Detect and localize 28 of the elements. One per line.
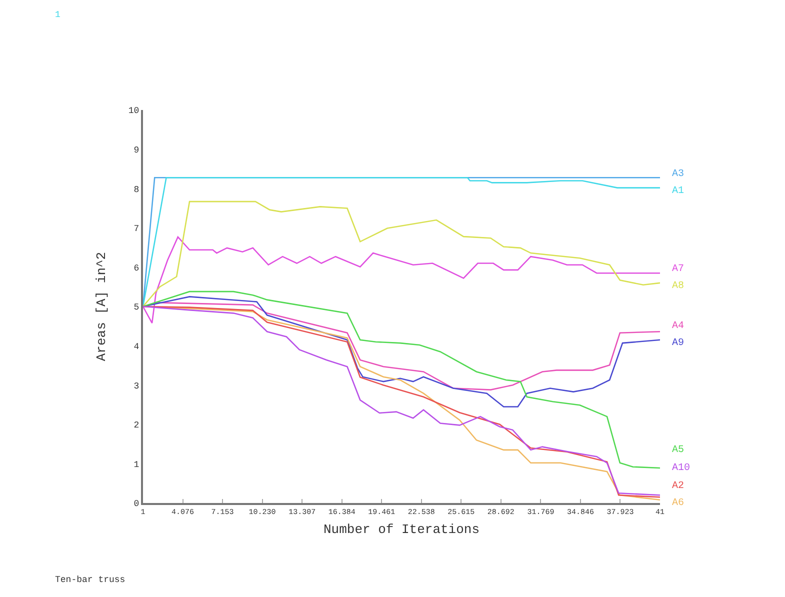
line-series — [143, 200, 660, 308]
text: A10 — [672, 463, 690, 474]
series-label: A7 — [672, 264, 684, 275]
series-label: A3 — [672, 169, 684, 180]
series-label: A5 — [672, 445, 684, 456]
y-tick-label: 5 — [134, 302, 140, 313]
y-tick-label: 3 — [134, 381, 140, 392]
y-axis-title: Areas [A] in^2 — [94, 252, 109, 362]
y-tick-label: 4 — [134, 342, 140, 352]
y-tick-label: 1 — [134, 460, 140, 470]
y-tick-label: 2 — [134, 420, 140, 431]
text: Ten-bar truss — [55, 575, 126, 585]
series-label: A8 — [672, 281, 684, 292]
line-series — [143, 236, 660, 324]
y-tick-label: 7 — [134, 224, 140, 234]
y-tick-label: 6 — [134, 263, 140, 274]
line-series — [143, 290, 660, 469]
series-label: A2 — [672, 481, 684, 492]
y-tick-label: 8 — [134, 184, 140, 195]
y-tick-label: 10 — [128, 106, 140, 116]
series-label: A6 — [672, 498, 684, 509]
x-axis-title: Number of Iterations — [323, 522, 480, 538]
series-label: A9 — [672, 338, 684, 349]
text: 1 — [55, 10, 60, 20]
y-tick-label: 9 — [134, 145, 140, 156]
series-label: A1 — [672, 186, 684, 197]
y-tick-label: 0 — [134, 499, 140, 510]
series-label: A4 — [672, 321, 684, 332]
